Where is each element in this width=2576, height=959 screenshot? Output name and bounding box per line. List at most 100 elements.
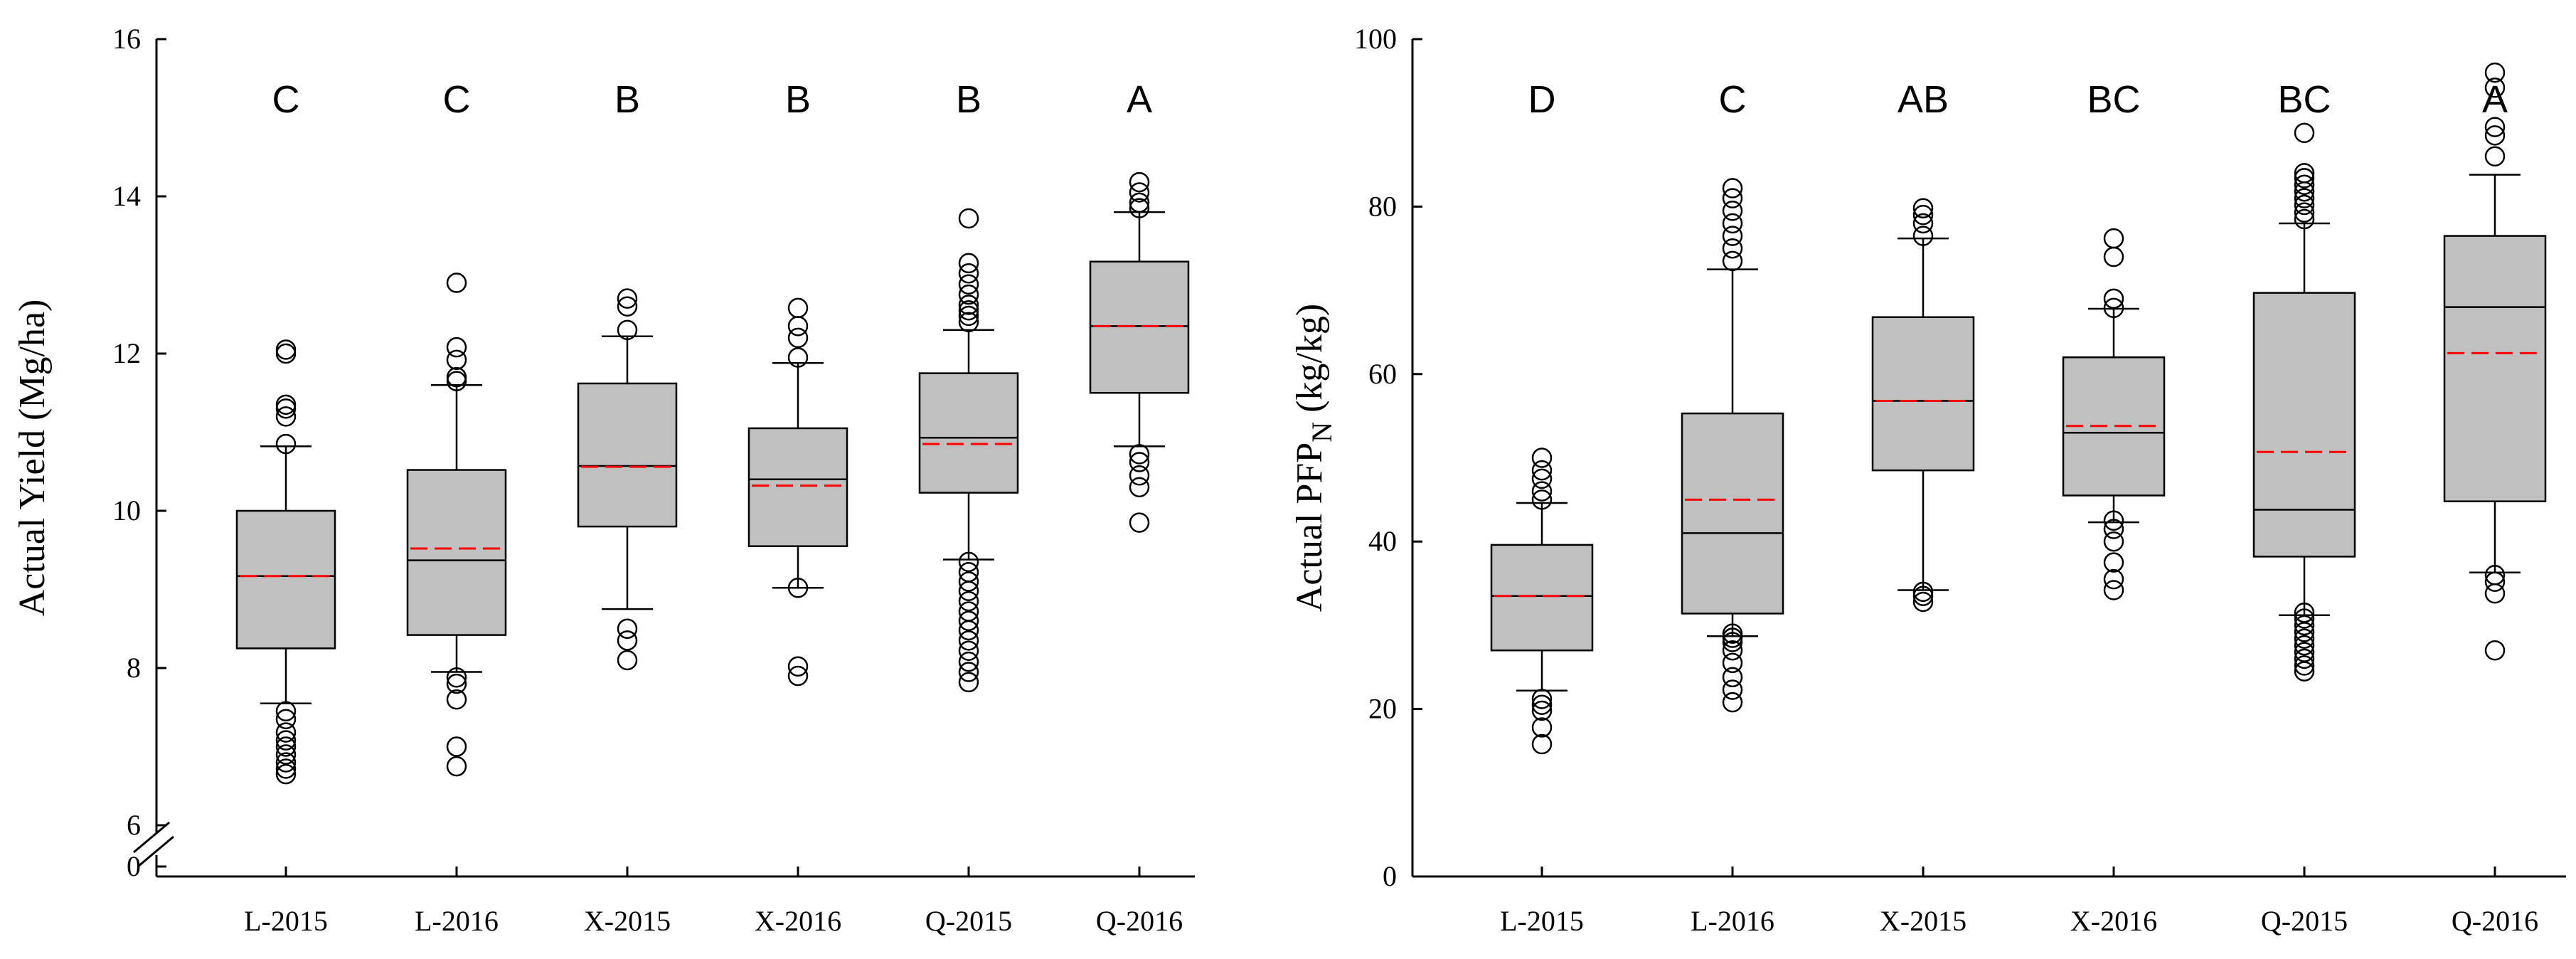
outlier-point (958, 305, 979, 327)
outlier-point (2103, 568, 2124, 590)
outlier-point (2294, 163, 2315, 184)
outlier-point (275, 394, 297, 415)
significance-letter: B (785, 78, 811, 121)
outlier-point (1912, 586, 1934, 606)
outlier-point (1531, 468, 1553, 489)
outlier-point (2294, 202, 2315, 223)
outlier-point (787, 656, 809, 677)
outlier-point (617, 618, 638, 639)
y-tick-label: 0 (127, 850, 141, 882)
outlier-point (2294, 655, 2315, 676)
y-axis-title: Actual PFPN (kg/kg) (1289, 304, 1338, 612)
significance-letter: C (1719, 78, 1747, 121)
outlier-point (2294, 208, 2315, 230)
x-tick-label: L-2016 (1691, 905, 1774, 937)
significance-letter: BC (2277, 78, 2331, 121)
outlier-point (1129, 182, 1150, 203)
outlier-point (446, 667, 467, 688)
outlier-point (2103, 580, 2124, 600)
outlier-point (2294, 122, 2315, 144)
x-tick-label: Q-2016 (1096, 905, 1183, 937)
outlier-point (958, 571, 979, 592)
outlier-point (2484, 571, 2506, 592)
y-axis-title-unit: (kg/kg) (1289, 304, 1330, 422)
outlier-point (958, 300, 979, 321)
outlier-point (1912, 591, 1934, 613)
outlier-point (1722, 226, 1743, 246)
significance-letter: C (443, 78, 471, 121)
outlier-point (2294, 174, 2315, 196)
outlier-point (1722, 213, 1743, 234)
outlier-point (787, 316, 809, 337)
outlier-point (275, 709, 297, 730)
outlier-point (958, 312, 979, 333)
x-tick-label: Q-2016 (2452, 905, 2538, 937)
outlier-point (2294, 635, 2315, 656)
outlier-point (2103, 552, 2124, 573)
outlier-point (958, 551, 979, 573)
outlier-point (2294, 168, 2315, 189)
outlier-point (2103, 519, 2124, 539)
iqr-box (406, 469, 507, 636)
outlier-point (1129, 465, 1150, 486)
x-tick-label: L-2016 (415, 905, 499, 937)
outlier-point (617, 319, 638, 341)
outlier-point (1722, 623, 1743, 644)
outlier-point (446, 337, 467, 358)
outlier-point (2484, 78, 2506, 98)
outlier-point (1912, 581, 1934, 603)
iqr-box (577, 382, 678, 528)
outlier-point (1531, 489, 1553, 510)
outlier-point (958, 208, 979, 229)
iqr-box (2252, 292, 2356, 558)
outlier-point (2294, 194, 2315, 216)
outlier-point (275, 736, 297, 757)
iqr-box (1681, 412, 1784, 615)
yield-boxplot-panel: 6 8 10 12 14 16 0 Actual Yield (Mg/ha) L-2015 C L-… (12, 23, 1195, 937)
outlier-point (1531, 481, 1553, 502)
outlier-point (1531, 733, 1553, 755)
outlier-point (2484, 117, 2506, 137)
outlier-point (446, 756, 467, 777)
y-tick-label: 8 (127, 652, 141, 684)
outlier-point (2294, 608, 2315, 629)
outlier-point (275, 343, 297, 364)
outlier-point (1129, 444, 1150, 465)
outlier-point (1722, 627, 1743, 648)
y-tick-label: 40 (1368, 525, 1397, 557)
y-tick-label: 60 (1368, 358, 1397, 390)
outlier-point (2294, 628, 2315, 649)
outlier-point (787, 578, 809, 598)
outlier-point (1531, 689, 1553, 709)
outlier-point (617, 650, 638, 671)
outlier-point (1129, 171, 1150, 193)
axis-break-mark (133, 821, 170, 854)
outlier-point (787, 347, 809, 368)
outlier-point (1129, 477, 1150, 498)
outlier-point (1531, 717, 1553, 738)
x-tick-label: L-2015 (1500, 905, 1584, 937)
outlier-point (275, 398, 297, 419)
x-tick-label: X-2015 (1880, 905, 1966, 937)
outlier-point (1912, 198, 1934, 219)
outlier-point (2484, 640, 2506, 661)
y-axis-title-subscript: N (1306, 422, 1338, 443)
outlier-point (787, 327, 809, 349)
significance-letter: C (272, 78, 300, 121)
outlier-point (2294, 648, 2315, 669)
significance-letter: D (1528, 78, 1556, 121)
iqr-box (235, 509, 336, 650)
outlier-point (2294, 615, 2315, 636)
y-tick-label: 6 (127, 809, 141, 841)
outlier-point (446, 736, 467, 757)
outlier-point (275, 744, 297, 765)
iqr-box (918, 372, 1019, 494)
outlier-point (2103, 531, 2124, 552)
iqr-box (1871, 316, 1975, 472)
outlier-point (1722, 692, 1743, 713)
outlier-point (1129, 198, 1150, 218)
outlier-point (1531, 700, 1553, 721)
outlier-point (617, 296, 638, 317)
outlier-point (2103, 288, 2124, 309)
y-axis-title-main: Actual Yield (Mg/ha) (12, 300, 53, 617)
